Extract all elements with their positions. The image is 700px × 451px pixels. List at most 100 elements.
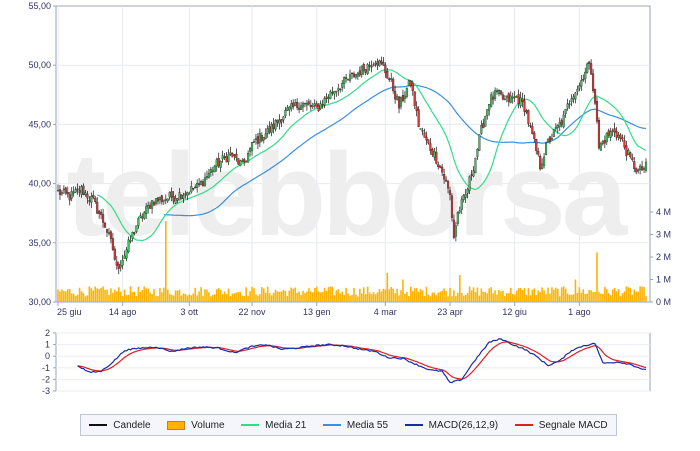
candle	[217, 152, 220, 168]
volume-bar	[590, 290, 592, 302]
volume-bar	[200, 287, 202, 302]
candle-body	[219, 161, 222, 168]
volume-bar	[472, 287, 475, 302]
candle-body	[533, 132, 536, 139]
candle	[615, 127, 618, 141]
volume-bar	[68, 289, 71, 302]
volume-bar	[527, 288, 530, 302]
candle-body	[141, 216, 144, 219]
candle	[390, 72, 393, 83]
volume-bar	[88, 286, 91, 302]
candle	[102, 208, 105, 228]
candle-body	[392, 78, 395, 92]
candle-body	[252, 141, 256, 143]
candle-body	[76, 188, 79, 190]
volume-bar	[504, 296, 506, 302]
candle-body	[347, 79, 350, 81]
candle	[599, 141, 602, 151]
candle-body	[276, 119, 279, 123]
candle-body	[642, 168, 646, 170]
volume-bar	[151, 294, 153, 302]
volume-bar	[96, 288, 98, 302]
volume-bar	[533, 288, 536, 302]
candle-body	[80, 186, 83, 195]
candle-body	[188, 193, 191, 195]
candle-body	[429, 143, 432, 151]
candle-body	[644, 161, 648, 171]
candle	[172, 190, 175, 205]
volume-bar	[74, 295, 77, 302]
volume-bar	[259, 294, 261, 302]
volume-bar	[300, 294, 302, 302]
volume-bar	[176, 290, 179, 302]
candle	[229, 146, 232, 157]
candle	[143, 210, 146, 220]
candle	[341, 79, 344, 92]
candle-body	[588, 61, 591, 64]
candle-body	[503, 98, 506, 101]
candle	[439, 165, 442, 169]
volume-bar	[276, 291, 279, 302]
candle-body	[484, 116, 487, 127]
volume-bar	[457, 292, 459, 302]
volume-bar	[119, 291, 122, 302]
volume-bar	[586, 293, 588, 302]
volume-bar	[584, 294, 587, 302]
candle	[613, 122, 616, 138]
candle-body	[556, 125, 559, 128]
legend-swatch-media21	[241, 424, 260, 426]
volume-bar	[223, 291, 226, 302]
candle-body	[415, 106, 418, 111]
volume-bar	[635, 291, 637, 302]
volume-bar	[210, 296, 212, 302]
candle-body	[250, 142, 254, 151]
volume-bar	[406, 291, 408, 302]
volume-bar	[604, 286, 606, 302]
candle	[407, 79, 410, 87]
volume-bar	[617, 289, 620, 302]
candle-body	[70, 191, 73, 199]
candle	[482, 118, 485, 129]
candle-body	[603, 140, 606, 144]
candle	[472, 166, 475, 178]
candle	[517, 89, 520, 109]
candle-body	[445, 179, 448, 182]
volume-bar	[57, 289, 59, 302]
candle-body	[382, 62, 385, 66]
candle	[611, 128, 614, 137]
candle-body	[90, 196, 93, 203]
candle-body	[633, 161, 636, 169]
candle	[309, 100, 312, 111]
candle-body	[413, 91, 416, 106]
volume-bar	[398, 295, 400, 302]
candle	[552, 129, 555, 138]
candle	[131, 231, 134, 242]
candle	[360, 65, 363, 78]
candle-body	[494, 90, 497, 99]
candle	[576, 85, 579, 96]
volume-bar	[237, 292, 240, 302]
candle-body	[103, 222, 107, 228]
volume-bar	[345, 287, 347, 302]
legend-item-candele: Candele	[89, 420, 151, 431]
volume-bar	[108, 295, 110, 302]
candle-body	[168, 192, 171, 198]
volume-bar	[645, 296, 647, 302]
candle	[627, 148, 630, 156]
legend-item-volume: Volume	[167, 420, 225, 431]
volume-bar	[117, 287, 120, 302]
candle-body	[433, 150, 436, 158]
candle-body	[384, 64, 387, 74]
volume-bar	[270, 295, 273, 302]
candle-body	[605, 132, 608, 143]
candle-body	[56, 190, 60, 192]
candle	[241, 158, 244, 163]
candle	[623, 135, 626, 150]
candle	[527, 109, 530, 127]
candle	[403, 91, 406, 103]
volume-bar	[476, 287, 479, 302]
candle	[105, 228, 109, 238]
candle	[323, 96, 326, 109]
volume-bar	[376, 292, 379, 302]
volume-bar	[464, 294, 467, 302]
